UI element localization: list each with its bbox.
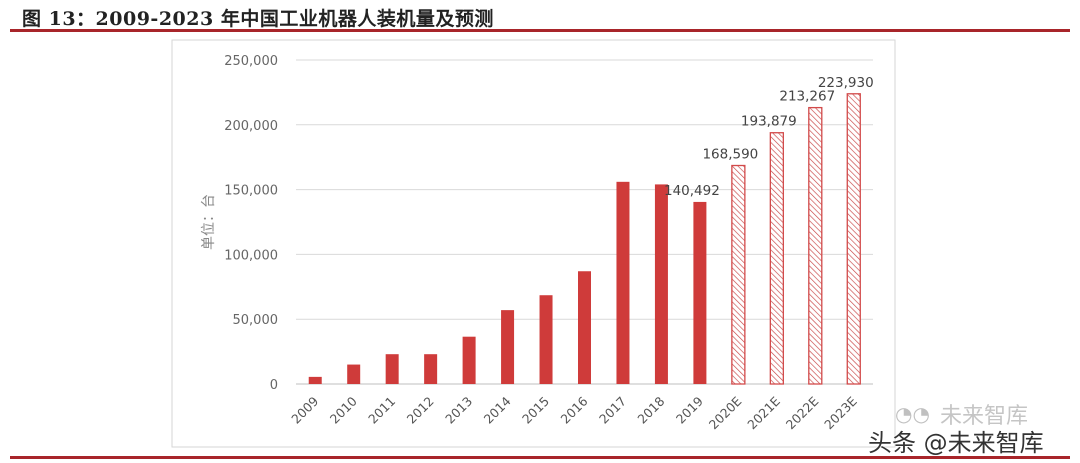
data-label: 213,267 — [779, 89, 835, 105]
bar-2014 — [501, 310, 515, 384]
y-axis-label: 单位：台 — [201, 194, 217, 250]
bar-2017 — [616, 181, 630, 384]
bar-2015 — [539, 295, 553, 384]
x-tick-label: 2012 — [404, 394, 437, 427]
bar-2022E — [808, 106, 823, 385]
chart-frame — [171, 39, 896, 448]
bar-2018 — [654, 184, 668, 384]
bar-2012 — [424, 354, 438, 384]
x-tick-label: 2011 — [365, 394, 398, 427]
x-tick-label: 2022E — [783, 393, 822, 432]
x-tick-label: 2020E — [706, 393, 745, 432]
x-tick-label: 2021E — [744, 393, 783, 432]
bar-2009 — [308, 376, 322, 384]
x-tick-label: 2013 — [442, 394, 475, 427]
x-tick-label: 2019 — [673, 393, 706, 426]
y-tick-label: 0 — [270, 378, 278, 393]
y-tick-label: 100,000 — [224, 248, 278, 263]
data-label: 223,930 — [818, 75, 874, 91]
bar-2010 — [347, 364, 361, 384]
x-tick-label: 2014 — [481, 393, 514, 426]
bar-2019 — [693, 201, 707, 384]
bar-2013 — [462, 336, 476, 384]
y-tick-label: 50,000 — [233, 313, 279, 328]
watermark-faint: 未来智库 — [940, 404, 1029, 429]
y-tick-label: 200,000 — [224, 119, 278, 134]
x-tick-label: 2010 — [327, 393, 360, 426]
figure-title: 图 13：2009-2023 年中国工业机器人装机量及预测 — [22, 8, 494, 30]
x-tick-label: 2009 — [288, 393, 321, 426]
data-label: 193,879 — [741, 114, 797, 130]
x-tick-label: 2015 — [519, 394, 552, 427]
y-tick-label: 250,000 — [224, 54, 278, 69]
bottom-divider — [10, 456, 1070, 459]
y-tick-label: 150,000 — [224, 184, 278, 199]
data-label: 168,590 — [702, 147, 758, 163]
x-tick-label: 2017 — [596, 394, 629, 427]
bar-2020E — [731, 164, 746, 385]
bar-2023E — [846, 93, 861, 385]
x-tick-label: 2016 — [558, 393, 591, 426]
bar-2011 — [385, 354, 399, 384]
wechat-icon: ◔◔ — [895, 402, 930, 426]
title-divider — [10, 29, 1070, 32]
bar-2021E — [769, 132, 784, 385]
bar-2016 — [578, 271, 591, 384]
x-tick-label: 2018 — [634, 393, 667, 426]
data-label: 140,492 — [664, 183, 720, 199]
watermark: 头条 @未来智库 — [868, 429, 1044, 457]
x-tick-label: 2023E — [821, 393, 860, 432]
